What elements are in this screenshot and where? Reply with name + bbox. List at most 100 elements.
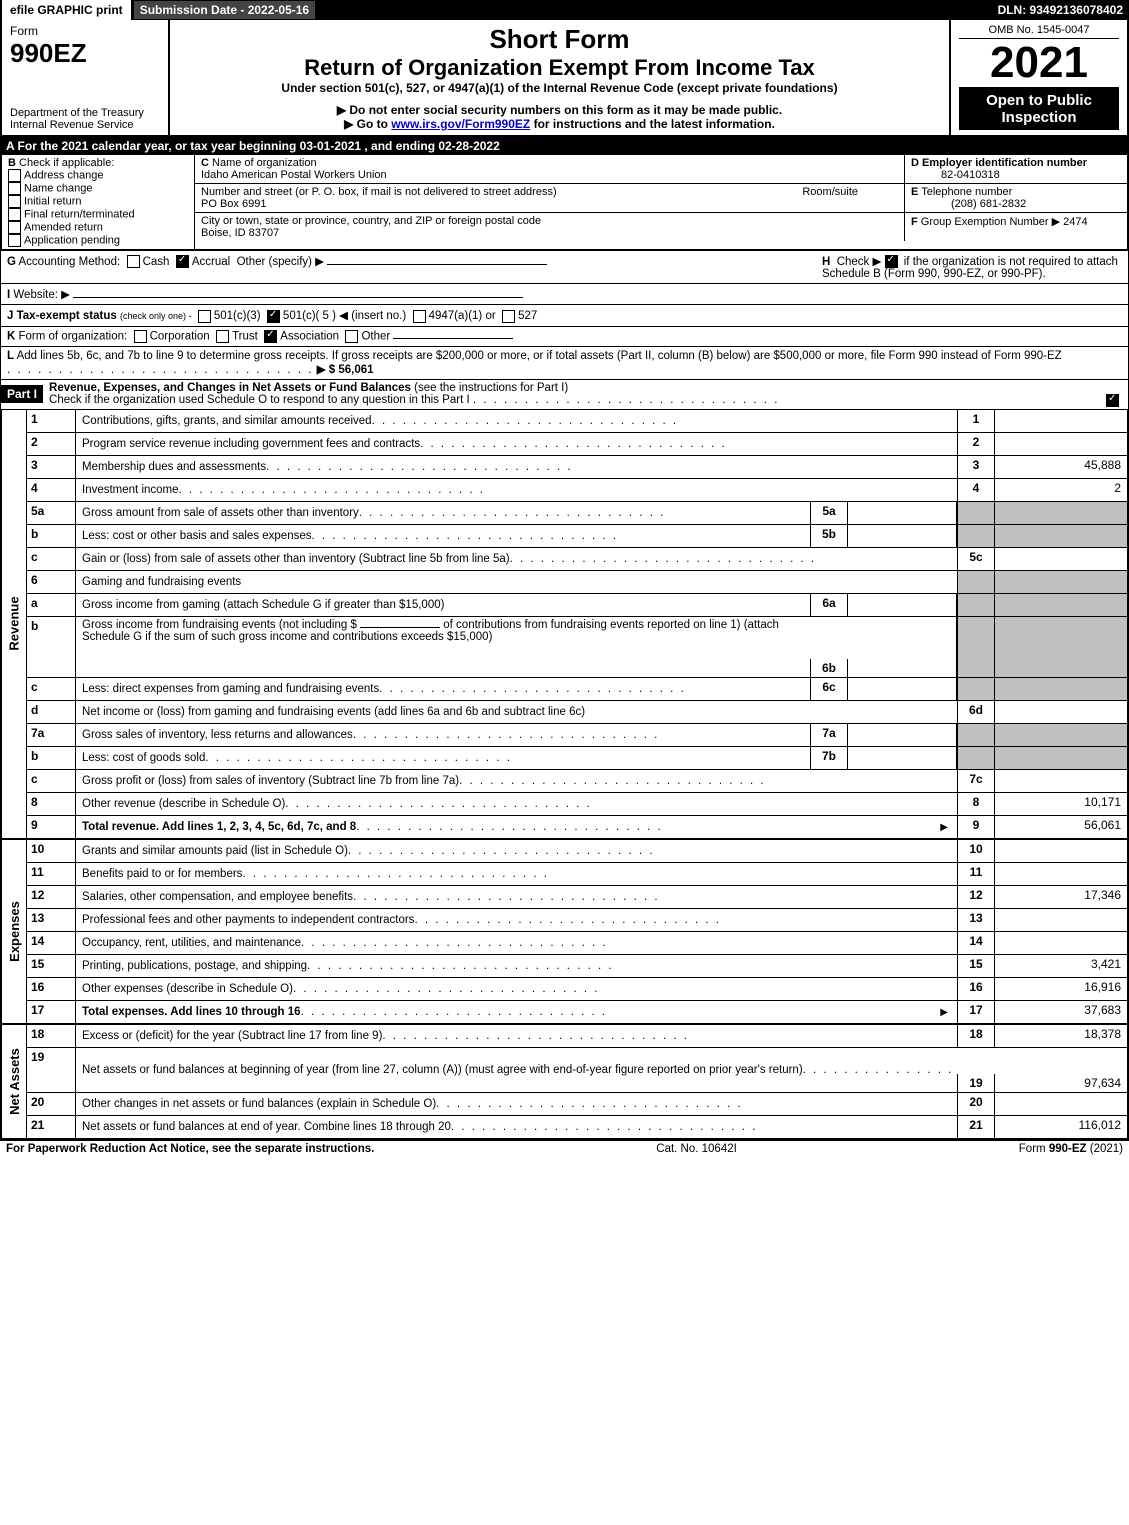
group-exemption-label: Group Exemption Number xyxy=(921,216,1049,228)
section-e-label: E xyxy=(911,186,918,198)
street-value: PO Box 6991 xyxy=(201,198,266,210)
mini-ref: 5a xyxy=(810,502,848,524)
line-value xyxy=(995,932,1127,954)
checkbox-final-return[interactable] xyxy=(8,208,21,221)
line-value xyxy=(995,909,1127,931)
checkbox-schedule-b[interactable] xyxy=(885,255,898,268)
tax-year: 2021 xyxy=(959,39,1119,88)
line-value: 18,378 xyxy=(995,1025,1127,1047)
goto-link[interactable]: www.irs.gov/Form990EZ xyxy=(391,117,530,131)
line-num: 13 xyxy=(27,909,76,931)
line-ref: 1 xyxy=(957,410,995,432)
section-l-label: L xyxy=(7,350,14,362)
dln: DLN: 93492136078402 xyxy=(992,0,1129,20)
table-row: 19 Net assets or fund balances at beginn… xyxy=(27,1048,1127,1093)
checkbox-corporation[interactable] xyxy=(134,330,147,343)
checkbox-amended-return[interactable] xyxy=(8,221,21,234)
checkbox-501c[interactable] xyxy=(267,310,280,323)
line-ref: 21 xyxy=(957,1116,995,1138)
checkbox-527[interactable] xyxy=(502,310,515,323)
page-footer: For Paperwork Reduction Act Notice, see … xyxy=(0,1140,1129,1157)
checkbox-schedule-o[interactable] xyxy=(1106,394,1119,407)
checkbox-501c3[interactable] xyxy=(198,310,211,323)
org-name: Idaho American Postal Workers Union xyxy=(201,169,387,181)
group-exemption-num: ▶ 2474 xyxy=(1052,216,1088,228)
corporation-label: Corporation xyxy=(150,330,210,342)
top-bar: efile GRAPHIC print Submission Date - 20… xyxy=(0,0,1129,20)
table-row: 7a Gross sales of inventory, less return… xyxy=(27,724,1127,747)
line-value: 37,683 xyxy=(995,1001,1127,1023)
checkbox-cash[interactable] xyxy=(127,255,140,268)
table-row: 4 Investment income 4 2 xyxy=(27,479,1127,502)
checkbox-trust[interactable] xyxy=(216,330,229,343)
table-row: 2 Program service revenue including gove… xyxy=(27,433,1127,456)
line-ref: 14 xyxy=(957,932,995,954)
table-row: b Gross income from fundraising events (… xyxy=(27,617,1127,678)
line-desc: Occupancy, rent, utilities, and maintena… xyxy=(82,937,301,949)
part-i-table: Revenue 1 Contributions, gifts, grants, … xyxy=(0,410,1129,1140)
line-desc: Program service revenue including govern… xyxy=(82,438,420,450)
line-ref: 13 xyxy=(957,909,995,931)
footer-form-year: (2021) xyxy=(1090,1143,1123,1155)
efile-print-button[interactable]: efile GRAPHIC print xyxy=(0,0,133,20)
ein-value: 82-0410318 xyxy=(911,169,1000,181)
section-i: I Website: ▶ xyxy=(0,284,1129,305)
checkbox-initial-return[interactable] xyxy=(8,195,21,208)
checkbox-accrual[interactable] xyxy=(176,255,189,268)
table-row: a Gross income from gaming (attach Sched… xyxy=(27,594,1127,617)
accrual-label: Accrual xyxy=(192,256,230,268)
paperwork-notice: For Paperwork Reduction Act Notice, see … xyxy=(6,1143,374,1155)
line-ref: 17 xyxy=(957,1001,995,1023)
line-desc: Net income or (loss) from gaming and fun… xyxy=(82,706,585,718)
checkbox-association[interactable] xyxy=(264,330,277,343)
section-k: K Form of organization: Corporation Trus… xyxy=(0,327,1129,347)
line-value xyxy=(995,770,1127,792)
table-row: c Gain or (loss) from sale of assets oth… xyxy=(27,548,1127,571)
checkbox-application-pending[interactable] xyxy=(8,234,21,247)
line-value: 17,346 xyxy=(995,886,1127,908)
line-num: 4 xyxy=(27,479,76,501)
section-j-label: J xyxy=(7,310,13,322)
city-label: City or town, state or province, country… xyxy=(201,215,541,227)
phone-value: (208) 681-2832 xyxy=(911,198,1026,210)
line-desc: Net assets or fund balances at end of ye… xyxy=(82,1121,451,1133)
part-i-label: Part I xyxy=(1,385,43,403)
line-num: 3 xyxy=(27,456,76,478)
accounting-method-label: Accounting Method: xyxy=(19,256,121,268)
line-desc: Benefits paid to or for members xyxy=(82,868,242,880)
line-ref: 16 xyxy=(957,978,995,1000)
checkbox-other-org[interactable] xyxy=(345,330,358,343)
line-desc: Excess or (deficit) for the year (Subtra… xyxy=(82,1030,382,1042)
mini-ref: 5b xyxy=(810,525,848,547)
catalog-number: Cat. No. 10642I xyxy=(656,1143,737,1155)
checkbox-address-change[interactable] xyxy=(8,169,21,182)
table-row: 21 Net assets or fund balances at end of… xyxy=(27,1116,1127,1138)
app-pending-label: Application pending xyxy=(24,234,120,246)
final-return-label: Final return/terminated xyxy=(24,208,135,220)
gross-receipts-amount: ▶ $ 56,061 xyxy=(317,364,374,376)
section-b-label: B xyxy=(8,157,16,169)
line-ref: 6d xyxy=(957,701,995,723)
other-org-label: Other xyxy=(361,330,390,342)
line-desc: Other revenue (describe in Schedule O) xyxy=(82,798,285,810)
line-desc: Printing, publications, postage, and shi… xyxy=(82,960,307,972)
line-ref: 5c xyxy=(957,548,995,570)
line-num: 7a xyxy=(27,724,76,746)
opt-527: 527 xyxy=(518,310,537,322)
line-ref: 7c xyxy=(957,770,995,792)
section-k-label: K xyxy=(7,330,15,342)
checkbox-name-change[interactable] xyxy=(8,182,21,195)
line-num: 17 xyxy=(27,1001,76,1023)
line-value: 97,634 xyxy=(995,1074,1127,1092)
line-num: 10 xyxy=(27,840,76,862)
checkbox-4947[interactable] xyxy=(413,310,426,323)
line-num: 9 xyxy=(27,816,76,838)
table-row: 1 Contributions, gifts, grants, and simi… xyxy=(27,410,1127,433)
line-num: 11 xyxy=(27,863,76,885)
line-ref: 20 xyxy=(957,1093,995,1115)
line-num: b xyxy=(27,617,76,677)
omb-number: OMB No. 1545-0047 xyxy=(959,24,1119,39)
line-num: b xyxy=(27,525,76,547)
address-change-label: Address change xyxy=(24,169,104,181)
line-ref: 19 xyxy=(957,1074,995,1092)
